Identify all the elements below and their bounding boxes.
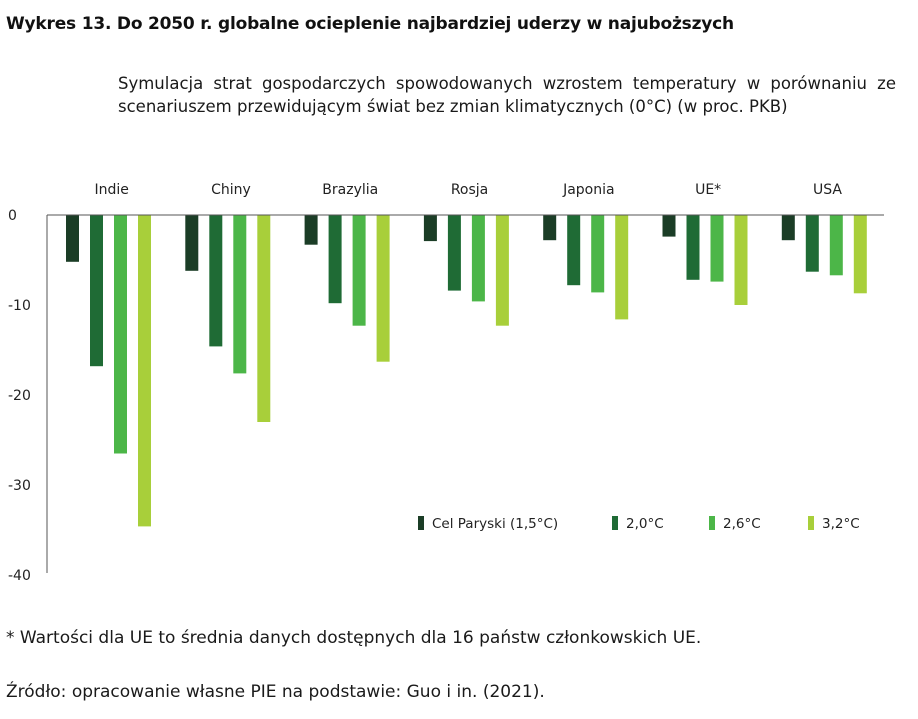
y-tick-label: -20 bbox=[8, 388, 31, 404]
bar bbox=[328, 215, 342, 304]
bar bbox=[304, 215, 318, 245]
bar bbox=[829, 215, 843, 276]
bar bbox=[591, 215, 605, 293]
category-label: Indie bbox=[94, 182, 128, 198]
bar bbox=[352, 215, 366, 326]
bar bbox=[853, 215, 867, 294]
chart-subtitle: Symulacja strat gospodarczych spowodowan… bbox=[118, 74, 896, 116]
legend-label: 3,2°C bbox=[822, 516, 860, 532]
bar bbox=[257, 215, 271, 422]
bar bbox=[447, 215, 461, 291]
legend-label: 2,0°C bbox=[626, 516, 664, 532]
bar bbox=[233, 215, 247, 374]
legend-label: Cel Paryski (1,5°C) bbox=[432, 516, 558, 532]
category-label: Chiny bbox=[211, 182, 251, 198]
chart-title: Wykres 13. Do 2050 r. globalne ociepleni… bbox=[6, 14, 734, 34]
bar-chart: Indie Chiny Brazylia Rosja Japonia UE* USA 0 -1… bbox=[8, 182, 884, 584]
bar bbox=[662, 215, 676, 237]
bar bbox=[423, 215, 437, 242]
bar bbox=[138, 215, 151, 527]
bar bbox=[734, 215, 748, 305]
legend-swatch bbox=[808, 516, 814, 530]
y-tick-label: -30 bbox=[8, 478, 31, 494]
y-tick-label: 0 bbox=[8, 208, 17, 224]
bar bbox=[376, 215, 390, 362]
bar bbox=[471, 215, 485, 302]
bar bbox=[805, 215, 819, 272]
category-label: Japonia bbox=[562, 182, 615, 198]
y-tick-label: -40 bbox=[8, 568, 31, 584]
bar bbox=[114, 215, 127, 454]
legend-swatch bbox=[709, 516, 715, 530]
y-tick-label: -10 bbox=[8, 298, 31, 314]
source-note: Źródło: opracowanie własne PIE na podsta… bbox=[6, 682, 545, 702]
y-axis: 0 -10 -20 -30 -40 bbox=[8, 208, 48, 584]
category-label: Rosja bbox=[451, 182, 488, 198]
footnote: * Wartości dla UE to średnia danych dost… bbox=[6, 628, 702, 648]
bar bbox=[209, 215, 223, 347]
bar bbox=[185, 215, 199, 271]
bar bbox=[686, 215, 700, 280]
category-label: UE* bbox=[695, 182, 721, 198]
category-label: USA bbox=[813, 182, 842, 198]
bar bbox=[615, 215, 629, 320]
bars bbox=[66, 215, 867, 527]
bar bbox=[495, 215, 509, 326]
bar bbox=[90, 215, 103, 367]
bar bbox=[66, 215, 79, 262]
bar bbox=[781, 215, 795, 241]
bar bbox=[567, 215, 581, 286]
category-label: Brazylia bbox=[322, 182, 378, 198]
bar bbox=[543, 215, 557, 241]
bar bbox=[710, 215, 724, 282]
legend: Cel Paryski (1,5°C) 2,0°C 2,6°C 3,2°C bbox=[418, 516, 860, 532]
legend-label: 2,6°C bbox=[723, 516, 761, 532]
legend-swatch bbox=[612, 516, 618, 530]
category-labels: Indie Chiny Brazylia Rosja Japonia UE* USA bbox=[94, 182, 842, 198]
legend-swatch bbox=[418, 516, 424, 530]
